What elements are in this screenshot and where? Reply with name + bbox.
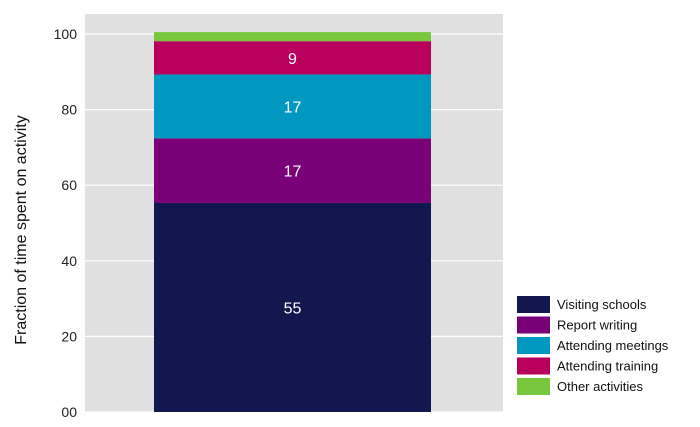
y-tick-label: 40: [61, 253, 77, 269]
bar-segments: [154, 32, 431, 412]
bar-value-labels: 55 17 17 9: [284, 51, 302, 318]
y-tick-label: 100: [54, 26, 78, 42]
legend-swatch-other-activities: [517, 378, 550, 395]
bar-label-attending-meetings: 17: [284, 99, 302, 116]
y-tick-label: 60: [61, 177, 77, 193]
bar-segment-visiting-schools: [154, 202, 431, 412]
legend-swatch-attending-training: [517, 357, 550, 375]
bar-segment-attending-training: [154, 41, 431, 75]
legend-swatch-visiting-schools: [517, 296, 550, 313]
bar-label-visiting-schools: 55: [284, 300, 302, 317]
bar-segment-attending-meetings: [154, 74, 431, 139]
bar-label-attending-training: 9: [288, 51, 297, 68]
y-tick-label: 80: [61, 102, 77, 118]
bar-segment-report-writing: [154, 138, 431, 203]
legend-swatch-report-writing: [517, 316, 550, 334]
legend: Visiting schools Report writing Attending …: [517, 296, 669, 395]
legend-label-attending-meetings: Attending meetings: [557, 338, 669, 353]
y-axis-title: Fraction of time spent on activity: [13, 115, 30, 344]
bar-label-report-writing: 17: [284, 164, 302, 181]
y-axis-ticks: 00 20 40 60 80 100: [54, 26, 78, 420]
legend-label-other-activities: Other activities: [557, 379, 643, 394]
legend-swatch-attending-meetings: [517, 337, 550, 354]
legend-label-report-writing: Report writing: [557, 318, 637, 333]
y-tick-label: 00: [61, 404, 77, 420]
legend-label-visiting-schools: Visiting schools: [557, 297, 647, 312]
y-tick-label: 20: [61, 328, 77, 344]
bar-segment-other-activities: [154, 32, 431, 42]
legend-label-attending-training: Attending training: [557, 359, 658, 374]
